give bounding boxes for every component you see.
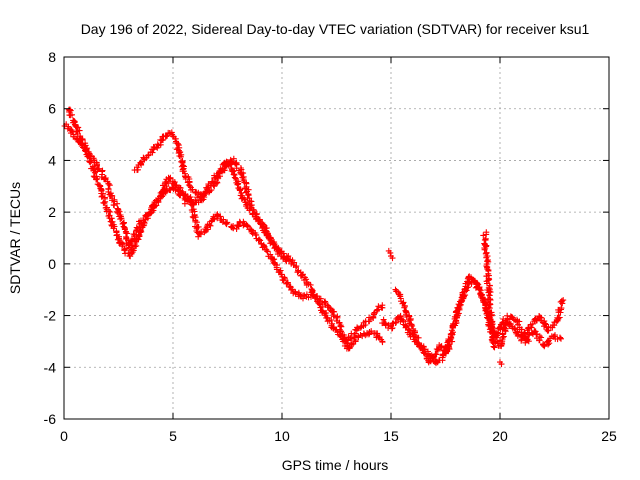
series-spike (480, 229, 498, 351)
y-tick-label: 0 (48, 256, 56, 272)
series-markers-isolated (385, 247, 505, 368)
series-track-b (65, 106, 386, 352)
x-tick-label: 20 (492, 428, 508, 444)
x-tick-label: 10 (274, 428, 290, 444)
y-tick-label: 2 (48, 204, 56, 220)
points-layer (61, 106, 567, 368)
series-markers-track-b (65, 106, 386, 352)
y-tick-label: 4 (48, 152, 56, 168)
y-tick-label: -2 (44, 308, 57, 324)
series-markers-track-e (392, 276, 564, 366)
chart-title: Day 196 of 2022, Sidereal Day-to-day VTE… (81, 21, 590, 37)
plot-frame (63, 56, 610, 420)
x-axis-label: GPS time / hours (282, 457, 389, 473)
ticks-layer: 0 5 10 15 20 25 -6 -4 -2 0 2 4 6 8 (44, 49, 617, 444)
y-tick-label: -6 (44, 411, 57, 427)
series-track-c (131, 129, 290, 265)
y-axis-label: SDTVAR / TECUs (7, 182, 23, 294)
x-tick-label: 0 (60, 428, 68, 444)
x-tick-label: 15 (383, 428, 399, 444)
x-tick-label: 25 (601, 428, 617, 444)
series-markers-track-c (131, 129, 290, 265)
y-tick-label: 6 (48, 101, 56, 117)
x-tick-label: 5 (169, 428, 177, 444)
y-tick-label: -4 (44, 359, 57, 375)
series-track-e (392, 276, 564, 366)
series-markers-spike (480, 229, 498, 351)
series-isolated (385, 247, 505, 368)
y-tick-label: 8 (48, 49, 56, 65)
